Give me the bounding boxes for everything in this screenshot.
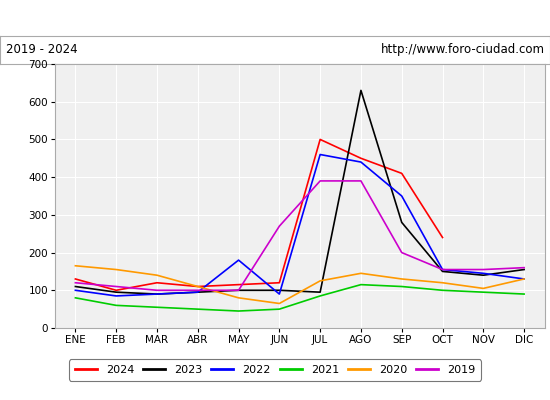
2019 [317,178,323,183]
Line: 2024: 2024 [75,140,443,290]
2020 [398,276,405,281]
2023 [521,267,527,272]
2023 [276,288,283,293]
2019 [521,265,527,270]
2022 [480,271,487,276]
Text: 2019 - 2024: 2019 - 2024 [6,44,77,56]
2023 [195,290,201,294]
2021 [398,284,405,289]
2019 [113,284,119,289]
2024 [276,280,283,285]
2021 [276,307,283,312]
2023 [235,288,242,293]
2019 [235,288,242,293]
2021 [235,309,242,314]
2021 [439,288,446,293]
Line: 2022: 2022 [75,154,524,296]
2022 [72,288,79,293]
2021 [358,282,364,287]
2024 [358,156,364,161]
2024 [398,171,405,176]
2024 [235,282,242,287]
2022 [276,292,283,296]
2019 [480,267,487,272]
2020 [153,273,160,278]
Line: 2023: 2023 [75,90,524,294]
2020 [72,263,79,268]
2020 [317,278,323,283]
2023 [358,88,364,93]
2020 [113,267,119,272]
2022 [153,292,160,296]
2019 [153,288,160,293]
2019 [276,224,283,228]
Line: 2020: 2020 [75,266,524,304]
2023 [480,273,487,278]
2023 [153,292,160,296]
2021 [153,305,160,310]
2020 [235,296,242,300]
2022 [439,267,446,272]
2021 [317,294,323,298]
2023 [317,290,323,294]
2020 [358,271,364,276]
2022 [113,294,119,298]
2020 [521,276,527,281]
2023 [398,220,405,225]
2023 [72,284,79,289]
2024 [72,276,79,281]
2024 [153,280,160,285]
Line: 2021: 2021 [75,285,524,311]
2021 [195,307,201,312]
2020 [439,280,446,285]
Line: 2019: 2019 [75,181,524,290]
2021 [480,290,487,294]
2022 [398,194,405,198]
Text: http://www.foro-ciudad.com: http://www.foro-ciudad.com [381,44,544,56]
2022 [235,258,242,262]
2023 [113,290,119,294]
Text: Evolucion Nº Turistas Extranjeros en el municipio de Cambil: Evolucion Nº Turistas Extranjeros en el … [28,10,522,26]
2020 [276,301,283,306]
2019 [358,178,364,183]
2022 [358,160,364,164]
2021 [113,303,119,308]
2024 [317,137,323,142]
2022 [195,290,201,294]
2020 [480,286,487,291]
2021 [521,292,527,296]
2019 [398,250,405,255]
2019 [72,280,79,285]
2021 [72,296,79,300]
2019 [439,267,446,272]
2023 [439,269,446,274]
2022 [317,152,323,157]
2022 [521,276,527,281]
2020 [195,284,201,289]
2024 [113,288,119,293]
Legend: 2024, 2023, 2022, 2021, 2020, 2019: 2024, 2023, 2022, 2021, 2020, 2019 [69,360,481,380]
2024 [439,235,446,240]
2019 [195,288,201,293]
2024 [195,284,201,289]
